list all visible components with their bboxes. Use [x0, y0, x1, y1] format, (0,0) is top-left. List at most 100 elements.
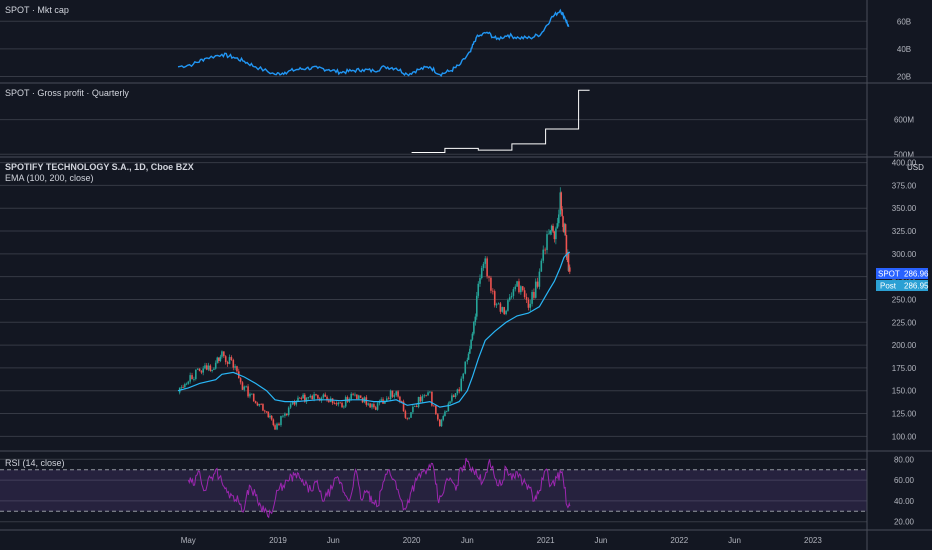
price-candle — [444, 411, 446, 416]
price-candle — [523, 290, 526, 297]
price-candle — [516, 281, 518, 287]
rsi-axis[interactable]: 80.00 60.00 40.00 20.00 — [894, 455, 915, 526]
price-tick-label: 200.00 — [892, 341, 917, 350]
price-candle — [282, 415, 284, 417]
price-candle — [187, 381, 190, 384]
price-candle — [249, 393, 251, 397]
price-candle — [462, 373, 465, 379]
ema-line — [177, 251, 571, 408]
price-candle — [223, 351, 225, 357]
price-candle — [456, 389, 459, 394]
rsi-band-fill — [0, 469, 867, 512]
price-candle — [560, 192, 562, 210]
mktcap-axis[interactable]: 60B 40B 20B — [897, 17, 911, 81]
price-candle — [209, 365, 212, 371]
post-price-tag[interactable]: Post 286.95 — [876, 280, 929, 291]
price-candle — [291, 401, 294, 405]
price-candle — [202, 368, 204, 373]
price-candle — [214, 362, 217, 369]
price-candle — [305, 397, 308, 402]
price-candle — [311, 395, 314, 400]
price-candle — [315, 394, 317, 396]
price-candle — [525, 296, 528, 300]
last-price-tag[interactable]: SPOT 286.96 — [876, 268, 929, 279]
time-axis-label: Jun — [461, 536, 474, 545]
price-tick-label: 175.00 — [892, 364, 917, 373]
rsi-pane[interactable]: 80.00 60.00 40.00 20.00 RSI (14, close) — [0, 455, 915, 527]
mktcap-tick-label: 40B — [897, 45, 911, 54]
price-candle — [408, 417, 410, 419]
price-candle — [440, 419, 443, 427]
price-candle — [241, 382, 244, 390]
price-candle — [218, 357, 220, 361]
price-candle — [558, 214, 560, 224]
price-candle — [352, 393, 354, 395]
price-candle — [564, 224, 567, 236]
price-pane[interactable]: 400.00375.00350.00325.00300.00275.00250.… — [0, 159, 929, 442]
price-candle — [228, 357, 231, 364]
price-candle — [479, 278, 481, 284]
price-candle — [298, 397, 301, 399]
price-tick-label: 375.00 — [892, 181, 917, 190]
rsi-title: RSI (14, close) — [5, 458, 65, 468]
price-candle — [243, 386, 246, 390]
gross-profit-tick-label: 600M — [894, 116, 914, 125]
time-axis-label: 2020 — [403, 536, 421, 545]
price-candle — [492, 290, 494, 292]
time-axis-label: 2023 — [804, 536, 822, 545]
price-candle — [252, 393, 255, 402]
price-candle — [260, 404, 262, 405]
price-candle — [540, 260, 543, 272]
mktcap-pane[interactable]: 60B 40B 20B SPOT · Mkt cap — [0, 5, 911, 81]
price-candle — [490, 277, 492, 291]
price-candle — [397, 391, 399, 397]
price-candle — [503, 307, 505, 315]
price-candle — [415, 406, 418, 407]
currency-label: USD — [907, 163, 924, 172]
price-candle — [395, 391, 398, 396]
chart-title: SPOTIFY TECHNOLOGY S.A., 1D, Cboe BZX — [5, 162, 194, 172]
price-candle — [219, 356, 222, 361]
price-candle — [567, 252, 570, 271]
price-candle — [307, 397, 310, 398]
price-candle — [556, 223, 559, 229]
price-candle — [335, 403, 338, 405]
price-candle — [544, 249, 546, 251]
time-axis-label: 2019 — [269, 536, 287, 545]
price-candle — [412, 406, 414, 413]
price-candle — [480, 268, 483, 279]
price-candle — [501, 307, 504, 312]
time-axis[interactable]: May 2019 Jun 2020 Jun 2021 Jun 2022 Jun 2023 — [181, 536, 823, 545]
price-candle — [374, 407, 377, 410]
price-candle — [350, 393, 352, 399]
rsi-line — [187, 457, 571, 519]
price-candle — [359, 395, 362, 398]
price-tick-label: 325.00 — [892, 227, 917, 236]
price-candle — [384, 401, 386, 404]
gross-profit-axis[interactable]: 600M 500M — [894, 116, 914, 160]
price-candle — [297, 397, 299, 402]
price-candle — [521, 286, 524, 291]
last-price-tag-symbol: SPOT — [878, 270, 900, 279]
time-axis-label: Jun — [327, 536, 340, 545]
price-candle — [207, 365, 210, 370]
price-candle — [230, 357, 233, 361]
price-candle — [371, 404, 373, 408]
price-candle — [341, 402, 343, 408]
price-candle — [548, 233, 550, 235]
price-candle — [562, 216, 564, 228]
price-candle — [499, 303, 502, 312]
price-candle — [449, 401, 451, 404]
price-candle — [435, 405, 437, 415]
price-candle — [429, 391, 431, 393]
price-candle — [286, 413, 288, 416]
price-tick-label: 225.00 — [892, 318, 917, 327]
price-axis[interactable]: 400.00375.00350.00325.00300.00275.00250.… — [892, 159, 917, 442]
price-candle — [550, 225, 553, 231]
price-candle — [452, 395, 455, 398]
rsi-tick-label: 40.00 — [894, 497, 915, 506]
gross-profit-pane[interactable]: 600M 500M SPOT · Gross profit · Quarterly — [0, 88, 914, 159]
mktcap-title: SPOT · Mkt cap — [5, 5, 69, 15]
mktcap-tick-label: 60B — [897, 17, 911, 26]
